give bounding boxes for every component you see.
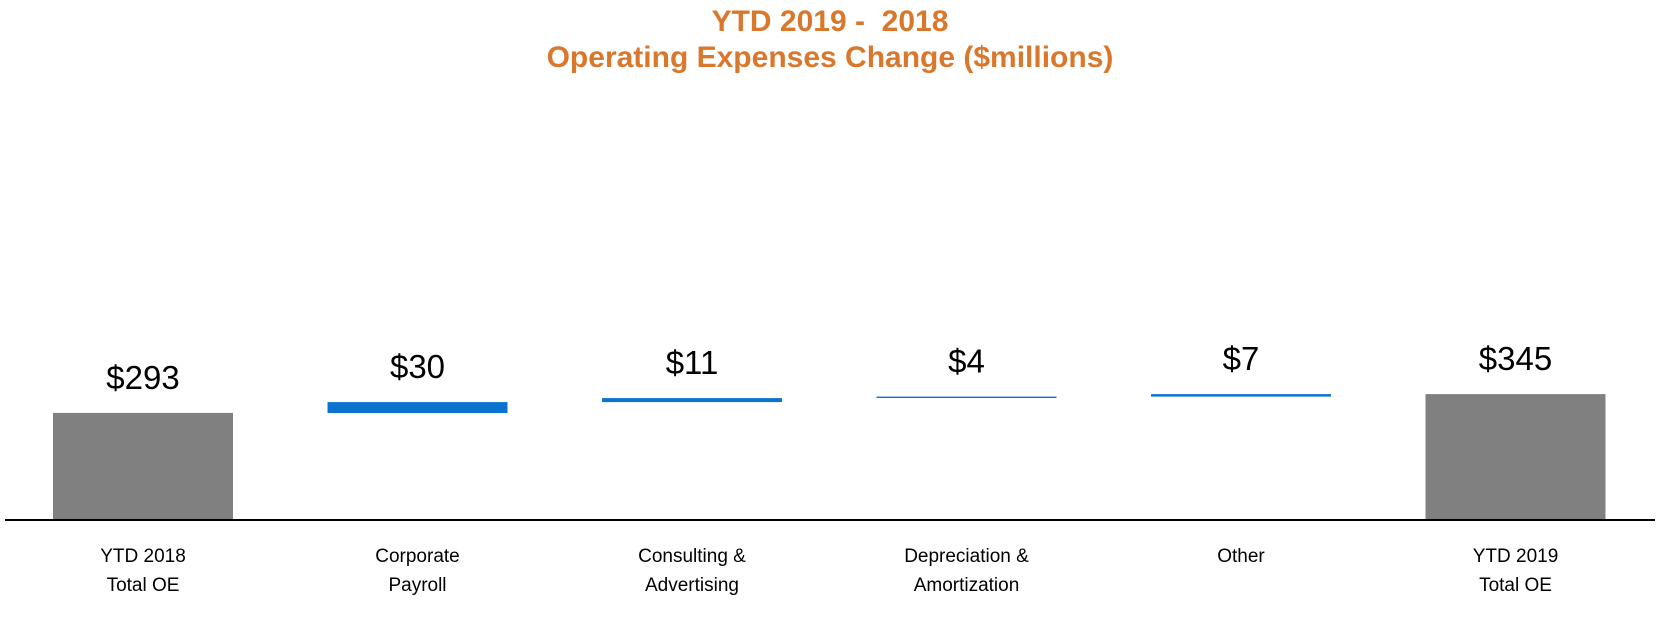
- data-label-3: $4: [948, 343, 985, 380]
- bars-group: [53, 394, 1606, 519]
- category-label-3-line-1: Amortization: [914, 575, 1020, 596]
- category-label-2-line-1: Advertising: [645, 575, 739, 596]
- category-label-5-line-1: Total OE: [1479, 575, 1552, 596]
- bar-2: [602, 398, 782, 403]
- category-label-4-line-0: Other: [1217, 546, 1265, 567]
- bar-1: [327, 402, 508, 413]
- value-labels-group: $293 $30 $11 $4 $7 $345: [106, 340, 1552, 396]
- data-label-4: $7: [1223, 340, 1260, 377]
- category-labels-group: YTD 2018 Total OE Corporate Payroll Consulti…: [100, 546, 1558, 596]
- bar-3: [876, 396, 1057, 398]
- bar-0: [53, 412, 233, 519]
- chart-title: YTD 2019 - 2018 Operating Expenses Chang…: [0, 4, 1660, 76]
- data-label-2: $11: [666, 344, 719, 381]
- data-label-0: $293: [106, 359, 179, 396]
- category-label-0-line-0: YTD 2018: [100, 546, 186, 567]
- category-label-1-line-1: Payroll: [388, 575, 446, 596]
- category-label-1-line-0: Corporate: [375, 546, 460, 567]
- category-label-0-line-1: Total OE: [107, 575, 180, 596]
- bar-4: [1151, 394, 1331, 397]
- chart-title-line-2: Operating Expenses Change ($millions): [546, 41, 1114, 74]
- category-label-3-line-0: Depreciation &: [904, 546, 1029, 567]
- category-label-2-line-0: Consulting &: [638, 546, 746, 567]
- category-label-5-line-0: YTD 2019: [1473, 546, 1559, 567]
- data-label-1: $30: [390, 348, 445, 385]
- bar-5: [1425, 394, 1606, 519]
- data-label-5: $345: [1479, 340, 1552, 377]
- chart-title-line-1: YTD 2019 - 2018: [711, 5, 949, 38]
